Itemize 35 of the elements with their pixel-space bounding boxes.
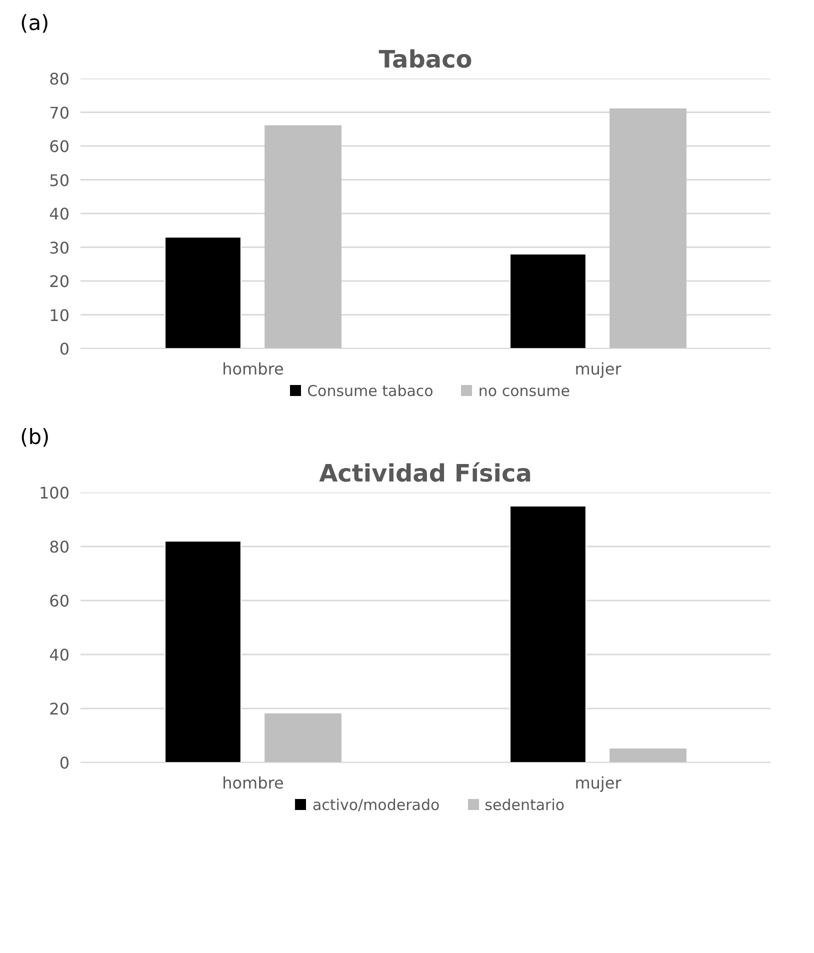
y-tick-label: 60 xyxy=(49,592,70,611)
x-tick-label: mujer xyxy=(574,360,622,378)
text: (a) xyxy=(20,10,50,37)
y-tick-label: 10 xyxy=(49,306,70,325)
bar xyxy=(264,714,342,763)
y-tick-label: 100 xyxy=(38,484,70,503)
y-tick-label: 40 xyxy=(49,204,70,224)
bar xyxy=(264,125,342,348)
bar xyxy=(610,748,686,763)
x-tick-label: hombre xyxy=(222,360,284,378)
bar xyxy=(164,236,242,348)
y-tick-label: 0 xyxy=(59,340,70,358)
legend-label: activo/moderado xyxy=(311,795,440,816)
legend-label: Consume tabaco xyxy=(306,381,434,402)
y-tick-label: 0 xyxy=(59,754,70,773)
y-tick-label: 80 xyxy=(49,70,70,88)
bar xyxy=(510,506,586,763)
y-tick-label: 30 xyxy=(49,238,70,258)
bar xyxy=(510,254,586,348)
y-tick-label: 20 xyxy=(49,272,70,291)
chart-title: Tabaco xyxy=(378,46,472,74)
y-tick-label: 40 xyxy=(49,646,70,665)
y-tick-label: 80 xyxy=(49,538,70,557)
legend-label: sedentario xyxy=(484,795,565,816)
y-tick-label: 70 xyxy=(49,103,70,122)
y-tick-label: 60 xyxy=(49,137,70,156)
x-tick-label: hombre xyxy=(222,774,284,793)
chart-title: Actividad Física xyxy=(319,460,532,488)
legend-label: no consume xyxy=(477,381,570,402)
text: (b) xyxy=(20,424,50,452)
y-tick-label: 20 xyxy=(49,700,70,719)
y-tick-label: 50 xyxy=(49,170,70,190)
x-tick-label: mujer xyxy=(574,774,622,793)
bar xyxy=(610,108,686,348)
bar xyxy=(164,541,242,763)
